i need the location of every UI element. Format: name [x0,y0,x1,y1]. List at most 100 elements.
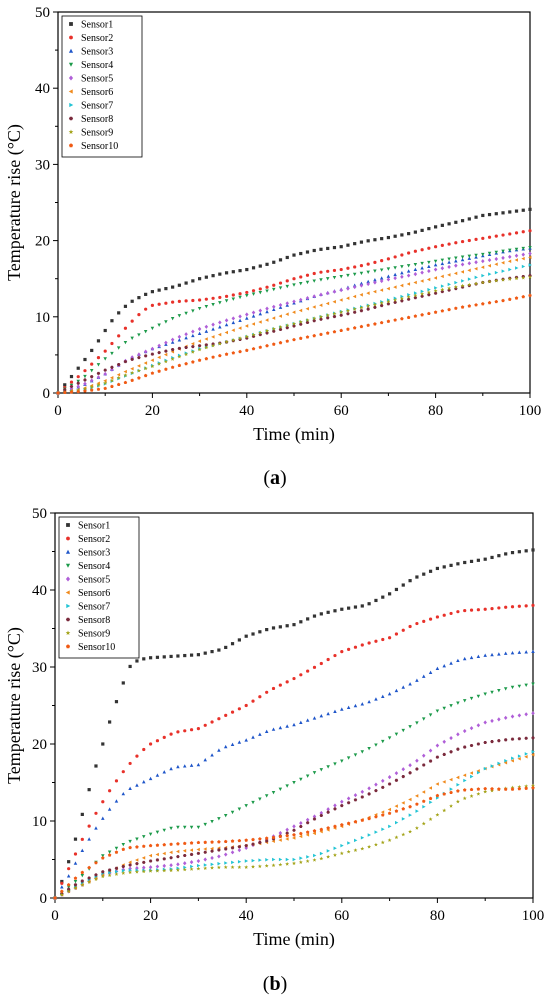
chart-a-point [83,369,87,373]
chart-b-point [469,608,474,612]
chart-a-point [123,369,127,374]
chart-b-point [367,746,371,751]
chart-b-point [469,787,474,792]
chart-a-point [117,311,121,315]
chart-b-point [435,615,439,619]
chart-b-point [421,763,426,767]
chart-b-point [339,851,344,856]
chart-a-point [177,363,182,367]
chart-b-point [381,827,385,832]
chart-b-point [60,881,64,885]
chart-a-legend-label: Sensor5 [81,74,113,85]
chart-b-point [189,848,194,852]
chart-b-point [196,653,200,657]
chart-b-point [142,844,146,848]
chart-a-point [521,252,526,257]
chart-b-point [73,876,78,880]
chart-b-point [326,807,330,812]
chart-b-point [230,839,235,843]
chart-b-point [128,664,132,669]
chart-b-point [524,650,528,654]
chart-b-point [346,849,351,854]
chart-a-svg: 0 20 40 60 80 100 0 10 20 30 40 50 Time (min) Tempera… [4,5,541,445]
chart-b-point [189,728,194,732]
chart-a-point [480,280,485,285]
chart-b-point [80,837,84,841]
chart-b-x-tick-label: 100 [522,908,545,924]
chart-b-point [312,716,317,720]
chart-a-point [332,268,337,273]
chart-a-point [258,345,263,349]
chart-a-point [400,299,404,303]
chart-b-point [456,562,460,566]
chart-a-point [164,287,168,291]
chart-b-point [442,565,446,569]
chart-b-point [360,795,365,799]
chart-b-point [203,723,207,727]
chart-a-point [244,334,249,339]
chart-b-point [305,821,310,825]
chart-a-point [231,293,235,297]
chart-a-point [171,300,175,304]
chart-b-point [428,796,433,800]
chart-a-point [366,270,370,274]
chart-b-point [449,750,453,754]
chart-a-point [211,335,215,339]
chart-b-point [73,837,78,841]
chart-b-point [114,779,119,783]
chart-a-point [467,254,472,258]
chart-b-point [237,807,242,811]
chart-b-y-tick-label: 50 [32,506,47,522]
chart-b-point [381,813,385,817]
chart-a-point [123,373,128,377]
chart-a-point [393,234,397,238]
chart-b-point [490,555,494,560]
chart-b-point [442,739,446,744]
chart-b-point [353,793,358,798]
chart-a-point [130,357,134,361]
chart-a-point [211,296,215,300]
chart-b-point [175,849,180,854]
chart-b-point [80,874,85,878]
chart-a-point [514,253,519,258]
chart-a-point [258,287,262,291]
chart-a-point [420,289,425,294]
chart-b-point [435,709,440,713]
chart-b-point [421,717,426,721]
chart-a-point [224,294,229,298]
chart-a-point [191,360,195,364]
chart-a-point [433,288,438,293]
chart-a-point [170,316,175,321]
chart-a-point [224,322,229,327]
chart-b-point [80,882,85,887]
chart-a-point [224,352,229,356]
chart-b-point [428,748,433,753]
chart-b-legend-label: Sensor10 [78,642,115,653]
chart-b-point [483,720,487,725]
chart-a-point [407,251,411,255]
chart-a-point [272,260,276,264]
chart-b-point [442,663,446,668]
chart-b-point [142,835,146,839]
chart-a-point [184,361,188,366]
chart-b-point [162,735,166,739]
chart-b-point [142,657,146,661]
chart-b-point [462,728,467,734]
chart-b-point [121,868,126,873]
chart-b-point [360,643,364,647]
chart-b-point [251,837,255,842]
chart-b-point [394,835,399,840]
chart-a-point [420,270,424,275]
chart-a-point [332,300,336,304]
chart-a-point [150,346,155,351]
chart-a-point [197,331,202,335]
chart-a-point [386,302,391,306]
chart-b-point [429,800,433,805]
chart-a-point [137,352,141,357]
chart-b-point [476,787,481,791]
chart-a-legend-label: Sensor10 [81,141,118,152]
chart-b-point [107,807,112,811]
chart-b-point [421,790,426,794]
chart-b-point [80,879,85,883]
chart-b-point [292,836,296,840]
